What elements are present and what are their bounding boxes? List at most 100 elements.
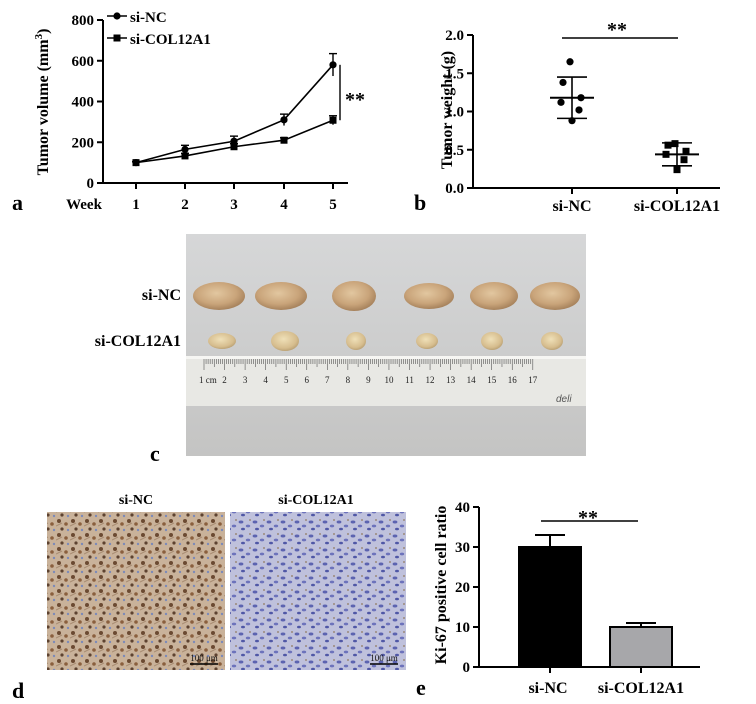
data-point-si-nc	[559, 78, 567, 87]
y-axis-title-e: Ki-67 positive cell ratio	[433, 506, 450, 665]
category-label-e: si-COL12A1	[598, 680, 684, 697]
bar-si-nc	[518, 546, 582, 668]
scale-label-right: 100 μm	[370, 653, 398, 663]
data-point-si-col12a1	[280, 136, 288, 144]
panel-letter-a: a	[12, 190, 23, 215]
ruler	[186, 356, 586, 406]
data-point-si-col12a1	[671, 140, 679, 148]
ruler-number: 2	[222, 375, 227, 385]
category-label-b: si-NC	[552, 198, 591, 215]
photo-background	[186, 234, 586, 456]
legend-si-nc: si-NC	[130, 10, 167, 26]
data-point-si-col12a1	[680, 156, 688, 164]
row-label-si-col12a1: si-COL12A1	[95, 333, 181, 350]
panel-letter-d: d	[12, 678, 24, 703]
ruler-number: 9	[366, 375, 371, 385]
y-axis-title-a: Tumor volume (mm3)	[33, 29, 52, 176]
significance-b: **	[607, 19, 627, 41]
legend-marker-si-nc	[113, 12, 121, 20]
ruler-number: 4	[263, 375, 268, 385]
y-tick-label-a: 400	[72, 95, 95, 111]
legend-marker-si-col12a1	[113, 34, 121, 42]
y-tick-label-b: 1.0	[445, 105, 464, 121]
data-point-si-col12a1	[230, 143, 238, 151]
data-point-si-col12a1	[132, 159, 140, 167]
ruler-number: 8	[346, 375, 351, 385]
legend-si-col12a1: si-COL12A1	[130, 32, 211, 48]
panel-letter-b: b	[414, 190, 426, 215]
data-point-si-nc	[566, 58, 574, 66]
data-point-si-nc	[568, 117, 576, 125]
category-label-e: si-NC	[528, 680, 567, 697]
y-axis-title-b: Tumor weight (g)	[439, 51, 456, 169]
tumor-si-nc	[404, 283, 454, 309]
ihc-label-si-nc: si-NC	[119, 493, 153, 508]
y-tick-label-b: 0.5	[445, 143, 464, 159]
tumor-weight-chart: ** Tumor weight (g) 0.0 0.5 1.0 1.5 2.0 si-NC…	[439, 19, 720, 215]
ruler-number: 13	[446, 375, 456, 385]
y-tick-label-b: 1.5	[445, 66, 464, 82]
y-tick-label-e: 0	[463, 660, 471, 676]
x-tick-label-a: 4	[280, 197, 288, 213]
tumor-si-col12a1	[208, 333, 236, 349]
scale-label-left: 100 μm	[190, 653, 218, 663]
y-tick-label-a: 0	[87, 176, 95, 192]
ihc-images: si-NC si-COL12A1 100 μm 100 μm	[47, 493, 406, 670]
tumor-si-nc	[470, 282, 518, 310]
data-point-si-col12a1	[181, 152, 189, 160]
tumor-si-col12a1	[271, 331, 299, 351]
tumor-si-col12a1	[541, 332, 563, 350]
y-tick-label-e: 40	[455, 500, 470, 516]
data-point-si-col12a1	[664, 141, 672, 149]
data-point-si-col12a1	[673, 166, 681, 174]
data-point-si-nc	[280, 116, 288, 124]
ruler-number: 14	[467, 375, 477, 385]
tumor-si-nc	[255, 282, 307, 310]
tumor-si-col12a1	[346, 332, 366, 350]
data-point-si-nc	[577, 94, 585, 102]
data-point-si-nc	[575, 106, 583, 114]
ruler-number: 10	[384, 375, 394, 385]
significance-e: **	[578, 507, 598, 529]
tumors-si-col12a1	[208, 331, 563, 351]
data-point-si-nc	[181, 145, 189, 153]
row-label-si-nc: si-NC	[142, 287, 181, 304]
panel-letter-e: e	[416, 675, 426, 700]
ihc-image-si-nc	[47, 512, 225, 670]
tumor-si-nc	[193, 282, 245, 310]
panel-letter-c: c	[150, 441, 160, 466]
x-tick-label-a: 5	[329, 197, 337, 213]
y-tick-label-a: 200	[72, 135, 95, 151]
ruler-brand: deli	[556, 394, 572, 405]
ki67-bar-chart: ** Ki-67 positive cell ratio 0 10 20 30 40 si…	[433, 500, 700, 697]
ruler-number: 6	[305, 375, 310, 385]
x-axis-title-a: Week	[66, 197, 102, 213]
significance-a: **	[345, 89, 365, 111]
y-tick-label-a: 800	[72, 13, 95, 29]
tumors-si-nc	[193, 281, 580, 311]
x-tick-label-a: 3	[230, 197, 238, 213]
data-point-si-col12a1	[682, 147, 690, 155]
y-tick-label-b: 0.0	[445, 181, 464, 197]
bar-si-col12a1	[609, 626, 673, 668]
tumor-si-nc	[332, 281, 376, 311]
tumor-si-nc	[530, 282, 580, 310]
ruler-first-label: 1 cm	[199, 375, 217, 385]
ruler-edge	[186, 356, 586, 359]
ruler-number: 12	[426, 375, 435, 385]
y-tick-label-e: 30	[455, 540, 470, 556]
x-tick-label-a: 2	[181, 197, 189, 213]
data-point-si-col12a1	[662, 150, 670, 158]
y-tick-label-a: 600	[72, 54, 95, 70]
data-point-si-nc	[329, 61, 337, 69]
data-point-si-col12a1	[329, 116, 337, 124]
y-tick-label-b: 2.0	[445, 28, 464, 44]
ruler-number: 5	[284, 375, 289, 385]
ruler-number: 3	[243, 375, 248, 385]
data-point-si-nc	[557, 98, 565, 106]
tumor-volume-chart: si-NC si-COL12A1 ** Tumor volume (mm3) W…	[33, 10, 365, 213]
x-tick-label-a: 1	[132, 197, 140, 213]
ihc-image-si-col12a1	[230, 512, 406, 670]
